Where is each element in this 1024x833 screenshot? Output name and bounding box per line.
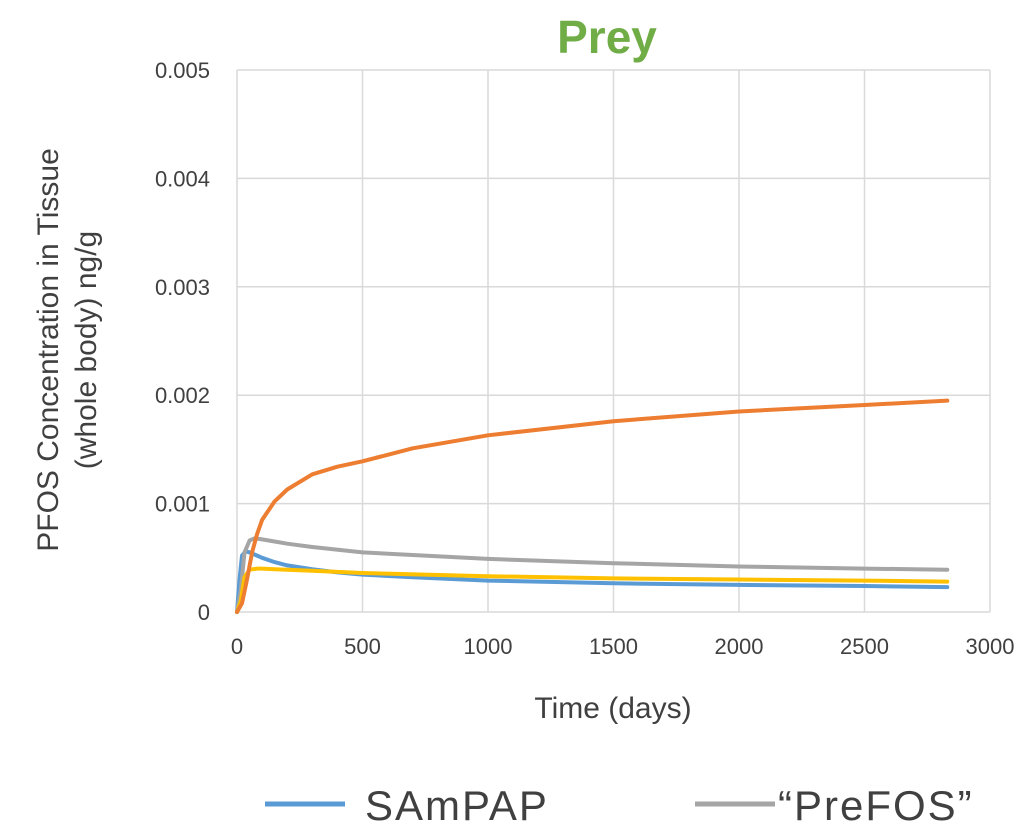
series-line-2 — [235, 566, 950, 614]
x-axis-title: Time (days) — [534, 692, 691, 725]
x-tick-labels: 0 500 1000 1500 2000 2500 3000 — [231, 634, 1015, 659]
legend-label-prefos: “PreFOS” — [778, 782, 974, 829]
y-tick-label-2: 0.002 — [155, 383, 210, 408]
y-tick-label-5: 0.005 — [155, 58, 210, 83]
chart-title: Prey — [557, 11, 657, 63]
y-axis-title-line-1: PFOS Concentration in Tissue — [32, 148, 65, 552]
gridlines — [236, 69, 991, 613]
x-tick-label-2: 1000 — [464, 634, 513, 659]
x-tick-label-3: 1500 — [589, 634, 638, 659]
x-tick-label-1: 500 — [344, 634, 381, 659]
y-tick-label-3: 0.003 — [155, 275, 210, 300]
y-tick-label-1: 0.001 — [155, 492, 210, 517]
y-axis-title: PFOS Concentration in Tissue (whole body… — [32, 148, 103, 552]
x-tick-label-4: 2000 — [715, 634, 764, 659]
x-tick-label-6: 3000 — [966, 634, 1015, 659]
y-tick-label-4: 0.004 — [155, 166, 210, 191]
series-lines — [235, 398, 950, 614]
legend-label-sampap: SAmPAP — [365, 782, 549, 829]
series-line-3 — [235, 398, 950, 614]
y-tick-label-0: 0 — [198, 600, 210, 625]
y-tick-labels: 0 0.001 0.002 0.003 0.004 0.005 — [155, 58, 210, 625]
x-tick-label-0: 0 — [231, 634, 243, 659]
x-tick-label-5: 2500 — [840, 634, 889, 659]
series-line-1 — [235, 536, 950, 614]
y-axis-title-line-2: (whole body) ng/g — [70, 231, 103, 469]
legend: SAmPAP “PreFOS” — [265, 782, 974, 829]
